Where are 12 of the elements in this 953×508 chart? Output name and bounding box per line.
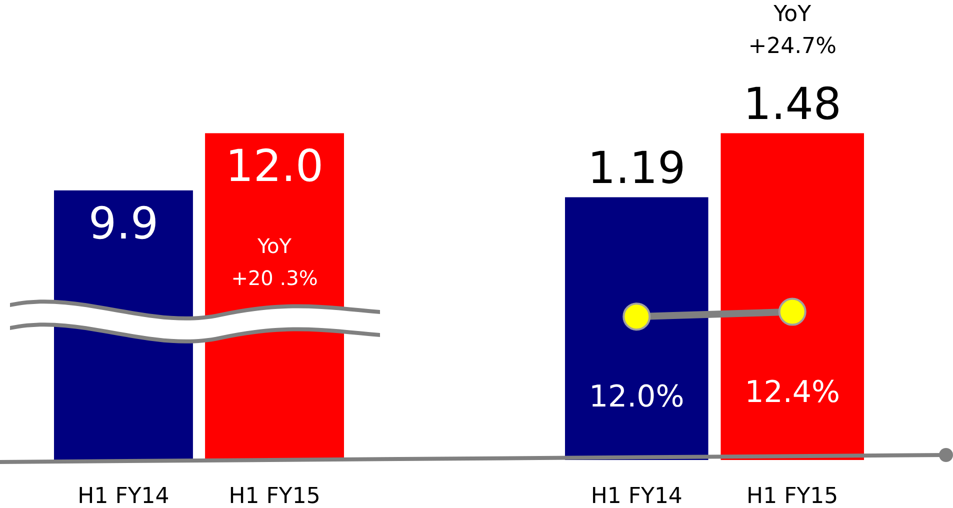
- x-tick-label: H1 FY14: [78, 484, 170, 508]
- x-tick-label: H1 FY14: [590, 484, 682, 508]
- data-label: 12.0: [226, 141, 324, 192]
- x-tick-label: H1 FY15: [228, 484, 320, 508]
- data-label: 12.4%: [744, 374, 840, 410]
- x-tick-label: H1 FY15: [746, 484, 838, 508]
- data-label: 1.19: [588, 143, 686, 194]
- text: YoY +24.7%: [748, 2, 837, 60]
- data-label: 1.48: [743, 79, 842, 130]
- data-label: 9.9: [88, 198, 158, 250]
- data-label: 12.0%: [588, 380, 684, 415]
- annotation: YoY +20 .3%: [231, 234, 318, 290]
